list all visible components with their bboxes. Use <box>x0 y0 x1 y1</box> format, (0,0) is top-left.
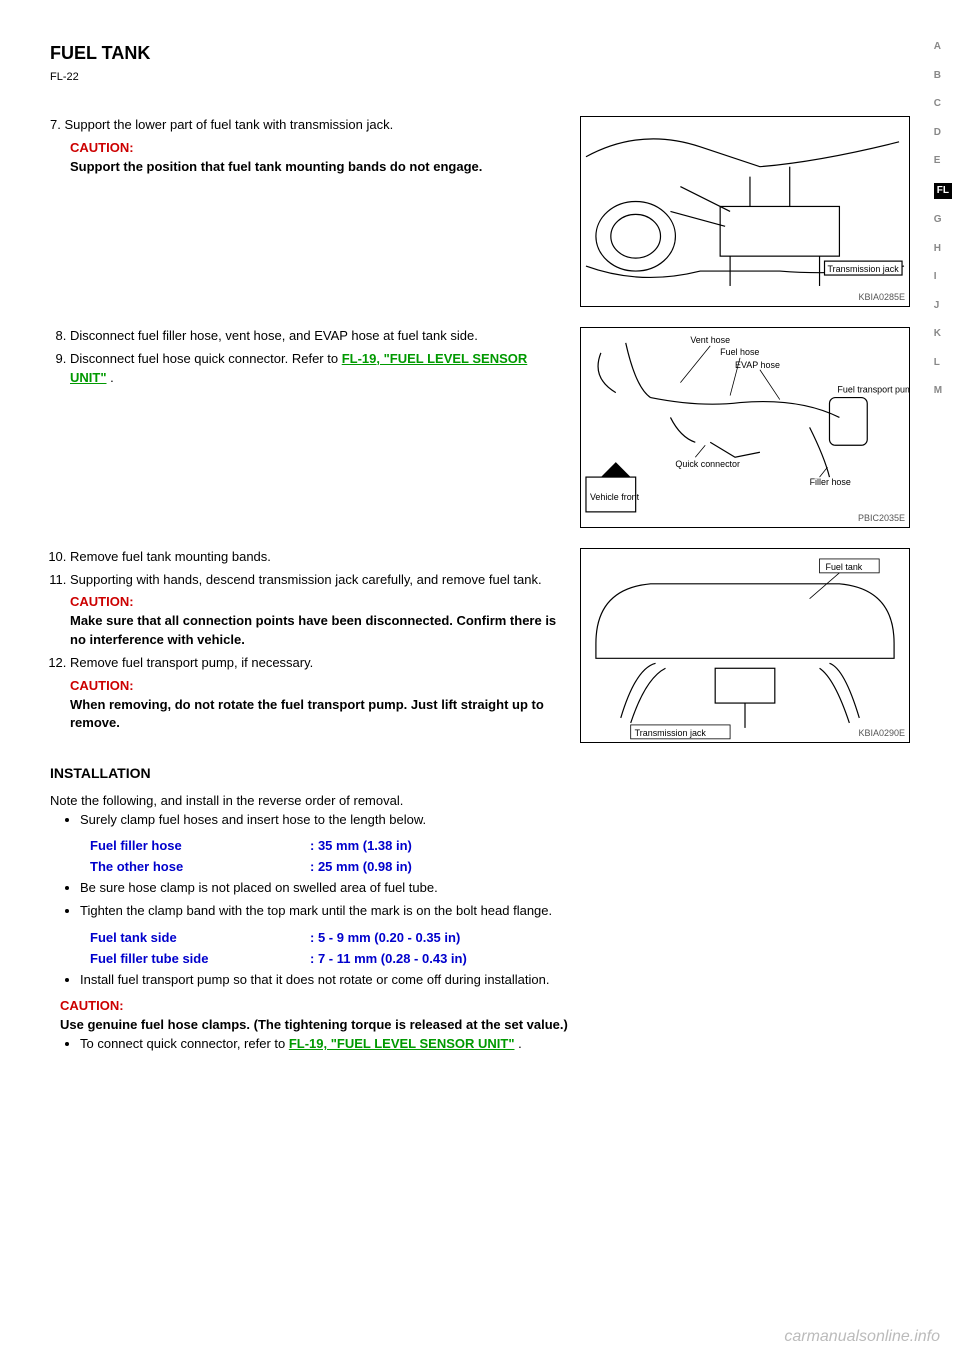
step-9: Disconnect fuel hose quick connector. Re… <box>70 350 560 388</box>
fig3-tank: Fuel tank <box>826 562 863 572</box>
install-b4: To connect quick connector, refer to FL-… <box>80 1035 910 1054</box>
figure-1: Transmission jack KBIA0285E <box>580 116 910 307</box>
steps-8-9: Disconnect fuel filler hose, vent hose, … <box>50 327 560 528</box>
install-b2: Be sure hose clamp is not placed on swel… <box>80 879 910 898</box>
install-list-2: Be sure hose clamp is not placed on swel… <box>50 879 910 921</box>
fig3-code: KBIA0290E <box>858 727 905 740</box>
figure-3: Fuel tank Transmission jack KBIA0290E <box>580 548 910 744</box>
fig3-jack: Transmission jack <box>635 728 707 738</box>
caution-label: CAUTION: <box>70 140 134 155</box>
step-number: 7. <box>50 117 61 132</box>
step-8: Disconnect fuel filler hose, vent hose, … <box>70 327 560 346</box>
install-b1: Surely clamp fuel hoses and insert hose … <box>80 811 910 830</box>
step-10: Remove fuel tank mounting bands. <box>70 548 560 567</box>
tab: C <box>934 97 952 112</box>
step-text: Support the lower part of fuel tank with… <box>64 117 393 132</box>
tab: H <box>934 242 952 257</box>
fig2-fuelhose: Fuel hose <box>720 347 759 357</box>
spec2-label: The other hose <box>90 858 310 877</box>
tab: J <box>934 299 952 314</box>
fig2-front: Vehicle front <box>590 492 640 502</box>
tab: E <box>934 154 952 169</box>
watermark: carmanualsonline.info <box>784 1325 940 1348</box>
fig2-filler: Filler hose <box>810 477 851 487</box>
install-list-3: Install fuel transport pump so that it d… <box>50 971 910 990</box>
caution-label-3: CAUTION: <box>70 678 134 693</box>
spec2-value: : 25 mm (0.98 in) <box>310 858 412 877</box>
spec3-value: : 5 - 9 mm (0.20 - 0.35 in) <box>310 929 460 948</box>
tab: L <box>934 356 952 371</box>
fig2-vent: Vent hose <box>690 335 730 345</box>
row-1: 7. Support the lower part of fuel tank w… <box>50 116 910 307</box>
link-fl19-b[interactable]: FL-19, "FUEL LEVEL SENSOR UNIT" <box>289 1036 515 1051</box>
tab: K <box>934 327 952 342</box>
install-caution-text: Use genuine fuel hose clamps. (The tight… <box>60 1017 568 1032</box>
tab: M <box>934 384 952 399</box>
spec3-label: Fuel tank side <box>90 929 310 948</box>
install-b5: Install fuel transport pump so that it d… <box>80 971 910 990</box>
tab: I <box>934 270 952 285</box>
spec1-value: : 35 mm (1.38 in) <box>310 837 412 856</box>
side-tabs: A B C D E FL G H I J K L M <box>934 40 952 399</box>
fig2-quick: Quick connector <box>675 459 740 469</box>
steps-10-12: Remove fuel tank mounting bands. Support… <box>50 548 560 744</box>
page-title: FUEL TANK <box>50 40 910 66</box>
installation-title: INSTALLATION <box>50 763 910 783</box>
install-list: Surely clamp fuel hoses and insert hose … <box>50 811 910 830</box>
tab: D <box>934 126 952 141</box>
page-id: FL-22 <box>50 70 910 86</box>
install-caution-label: CAUTION: <box>60 998 124 1013</box>
caution-label-2: CAUTION: <box>70 594 134 609</box>
caution1-text: Make sure that all connection points hav… <box>70 613 556 647</box>
step9-text-b: . <box>110 370 114 385</box>
step-12: Remove fuel transport pump, if necessary… <box>70 654 560 733</box>
row-2: Disconnect fuel filler hose, vent hose, … <box>50 327 910 528</box>
spec4-label: Fuel filler tube side <box>90 950 310 969</box>
fig2-code: PBIC2035E <box>858 512 905 525</box>
tab-active: FL <box>934 183 952 200</box>
step9-text-a: Disconnect fuel hose quick connector. Re… <box>70 351 342 366</box>
spec-4: Fuel filler tube side : 7 - 11 mm (0.28 … <box>90 950 910 969</box>
fig2-evap: EVAP hose <box>735 360 780 370</box>
tab: G <box>934 213 952 228</box>
spec-2: The other hose : 25 mm (0.98 in) <box>90 858 910 877</box>
step-11: Supporting with hands, descend transmiss… <box>70 571 560 650</box>
fig2-pump: Fuel transport pump <box>837 384 909 394</box>
install-list-4: To connect quick connector, refer to FL-… <box>50 1035 910 1054</box>
tab: A <box>934 40 952 55</box>
caution2-text: When removing, do not rotate the fuel tr… <box>70 697 544 731</box>
figure-2: Vent hose Fuel hose EVAP hose Fuel trans… <box>580 327 910 528</box>
installation-intro: Note the following, and install in the r… <box>50 792 910 811</box>
install-b3: Tighten the clamp band with the top mark… <box>80 902 910 921</box>
caution-text: Support the position that fuel tank moun… <box>70 159 482 174</box>
tab: B <box>934 69 952 84</box>
spec4-value: : 7 - 11 mm (0.28 - 0.43 in) <box>310 950 467 969</box>
spec-1: Fuel filler hose : 35 mm (1.38 in) <box>90 837 910 856</box>
spec1-label: Fuel filler hose <box>90 837 310 856</box>
spec-3: Fuel tank side : 5 - 9 mm (0.20 - 0.35 i… <box>90 929 910 948</box>
fig1-label-jack: Transmission jack <box>827 264 899 274</box>
fig1-code: KBIA0285E <box>858 291 905 304</box>
row-3: Remove fuel tank mounting bands. Support… <box>50 548 910 744</box>
step-7-block: 7. Support the lower part of fuel tank w… <box>50 116 560 307</box>
